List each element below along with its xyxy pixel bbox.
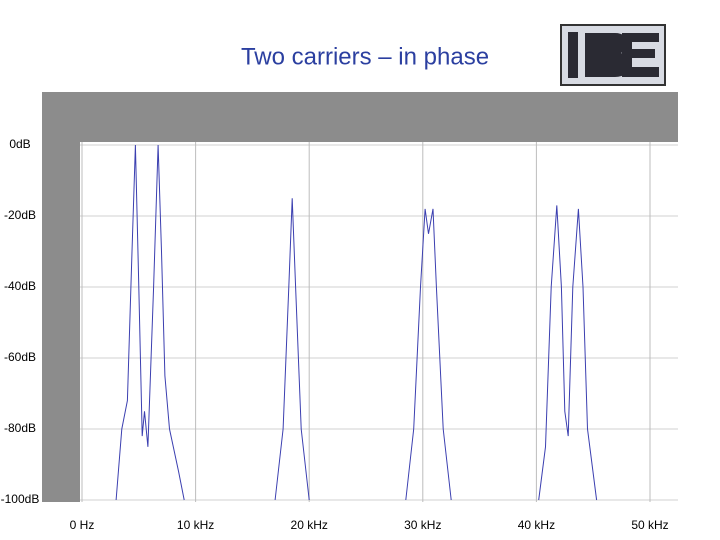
x-tick-label: 20 kHz xyxy=(291,518,328,532)
chart xyxy=(80,142,678,502)
y-tick-label: -20dB xyxy=(4,208,36,222)
x-tick-label: 40 kHz xyxy=(518,518,555,532)
x-tick-label: 50 kHz xyxy=(631,518,668,532)
spectrum-line xyxy=(115,144,598,501)
logo-b xyxy=(585,33,629,77)
y-tick-label: 0dB xyxy=(9,137,30,151)
logo-bar xyxy=(568,32,578,78)
y-tick-label: -40dB xyxy=(4,279,36,293)
slide-title: Two carriers – in phase xyxy=(241,43,489,70)
logo xyxy=(560,24,666,86)
x-tick-label: 10 kHz xyxy=(177,518,214,532)
y-tick-label: -60dB xyxy=(4,350,36,364)
x-tick-label: 0 Hz xyxy=(70,518,95,532)
x-tick-label: 30 kHz xyxy=(404,518,441,532)
plot-area xyxy=(80,142,678,502)
y-tick-label: -100dB xyxy=(1,492,40,506)
y-tick-label: -80dB xyxy=(4,421,36,435)
logo-e xyxy=(622,33,659,77)
